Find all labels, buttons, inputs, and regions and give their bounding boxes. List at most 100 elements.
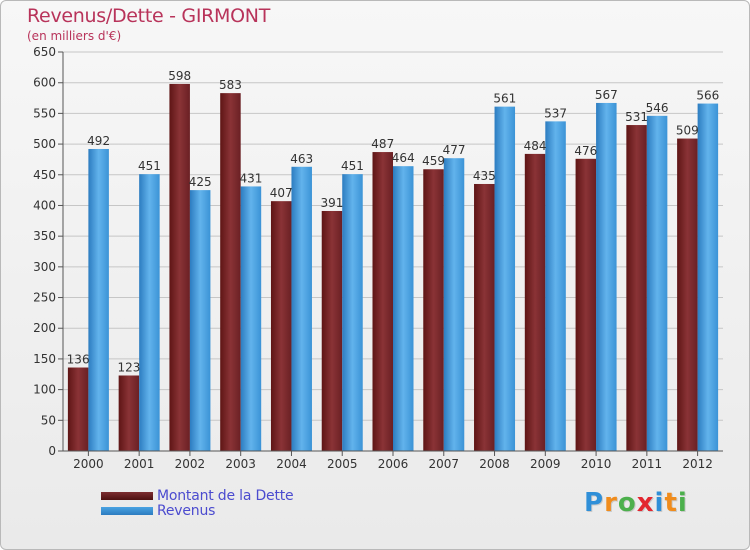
logo-letter: i <box>677 488 688 518</box>
legend-item-revenue: Revenus <box>101 502 293 519</box>
value-label: 598 <box>168 69 191 83</box>
bar-revenue <box>393 166 414 451</box>
value-label: 492 <box>87 134 110 148</box>
bar-debt <box>169 83 190 452</box>
value-label: 464 <box>392 151 415 165</box>
legend: Montant de la Dette Revenus <box>101 487 294 519</box>
bar-debt <box>67 367 89 451</box>
bar-revenue <box>545 121 566 451</box>
logo-letter: P <box>584 488 605 518</box>
legend-swatch-debt <box>101 491 153 500</box>
bar-debt <box>474 183 495 451</box>
value-label: 567 <box>595 88 618 102</box>
x-tick-label: 2003 <box>225 457 256 471</box>
logo-letter: o <box>617 488 637 518</box>
value-label: 561 <box>493 92 516 106</box>
value-label: 487 <box>371 137 394 151</box>
bar-debt <box>677 138 698 451</box>
bars <box>67 83 719 452</box>
value-label: 391 <box>321 196 344 210</box>
y-tick-label: 400 <box>33 198 56 212</box>
y-tick-label: 0 <box>48 444 56 458</box>
value-label: 531 <box>625 110 648 124</box>
bar-revenue <box>596 102 617 452</box>
x-tick-label: 2004 <box>276 457 307 471</box>
x-tick-label: 2007 <box>428 457 459 471</box>
bar-debt <box>270 201 292 451</box>
x-axis: 2000 2001 2002 2003 2004 2005 2006 2007 2008 2009… <box>73 451 713 471</box>
x-tick-label: 2009 <box>530 457 561 471</box>
bar-revenue <box>88 148 109 452</box>
x-tick-label: 2001 <box>124 457 155 471</box>
value-label: 431 <box>239 171 262 185</box>
y-tick-label: 600 <box>33 76 56 90</box>
bar-debt <box>423 169 444 451</box>
y-tick-label: 550 <box>33 106 56 120</box>
legend-swatch-revenue <box>101 506 153 515</box>
x-tick-label: 2000 <box>73 457 104 471</box>
value-label: 136 <box>67 353 90 367</box>
logo-letter: i <box>654 488 665 518</box>
logo-letter: r <box>604 488 618 518</box>
x-tick-label: 2006 <box>378 457 409 471</box>
value-label: 425 <box>189 175 212 189</box>
bar-revenue <box>240 186 262 451</box>
y-tick-label: 500 <box>33 137 56 151</box>
value-label: 463 <box>290 152 313 166</box>
y-tick-label: 50 <box>41 413 56 427</box>
x-tick-label: 2010 <box>581 457 612 471</box>
value-label: 583 <box>219 78 242 92</box>
bar-revenue <box>291 166 312 451</box>
value-label: 476 <box>574 144 597 158</box>
value-label: 477 <box>443 143 466 157</box>
y-tick-label: 350 <box>33 229 56 243</box>
bar-debt <box>575 158 597 451</box>
bar-debt <box>220 93 241 452</box>
bar-revenue <box>342 174 363 451</box>
x-tick-label: 2005 <box>327 457 358 471</box>
value-label: 407 <box>270 186 293 200</box>
bar-debt <box>321 210 343 451</box>
bar-revenue <box>697 103 719 451</box>
value-labels: 1364921234515984255834314074633914514874… <box>67 69 720 375</box>
value-label: 459 <box>422 154 445 168</box>
x-tick-label: 2012 <box>682 457 713 471</box>
proxiti-logo: Proxiti <box>584 488 688 518</box>
y-tick-label: 300 <box>33 260 56 274</box>
y-axis: 0 50 100 150 200 250 300 350 400 450 500 550 600 650 <box>33 45 63 458</box>
x-tick-label: 2008 <box>479 457 510 471</box>
x-tick-label: 2002 <box>175 457 206 471</box>
y-tick-label: 250 <box>33 291 56 305</box>
legend-item-debt: Montant de la Dette <box>101 487 294 504</box>
legend-label-debt: Montant de la Dette <box>157 487 294 504</box>
x-tick-label: 2011 <box>632 457 663 471</box>
y-tick-label: 450 <box>33 168 56 182</box>
value-label: 435 <box>473 169 496 183</box>
bar-revenue <box>139 174 160 451</box>
bar-revenue <box>189 190 211 451</box>
logo-letter: x <box>636 488 655 518</box>
bar-debt <box>626 125 647 451</box>
bar-debt <box>524 153 546 451</box>
y-tick-label: 200 <box>33 321 56 335</box>
bar-revenue <box>443 158 465 452</box>
value-label: 566 <box>696 89 719 103</box>
bar-revenue <box>494 106 516 451</box>
value-label: 484 <box>524 139 547 153</box>
legend-label-revenue: Revenus <box>157 502 216 519</box>
chart-subtitle: (en milliers d'€) <box>27 29 122 43</box>
bar-revenue <box>646 115 668 451</box>
y-tick-label: 650 <box>33 45 56 59</box>
value-label: 451 <box>341 159 364 173</box>
value-label: 509 <box>676 124 699 138</box>
bar-debt <box>118 375 140 451</box>
value-label: 546 <box>646 101 669 115</box>
value-label: 451 <box>138 159 161 173</box>
value-label: 123 <box>117 360 140 374</box>
logo-letter: t <box>664 488 678 518</box>
bar-debt <box>372 152 393 451</box>
y-tick-label: 100 <box>33 383 56 397</box>
value-label: 537 <box>544 106 567 120</box>
